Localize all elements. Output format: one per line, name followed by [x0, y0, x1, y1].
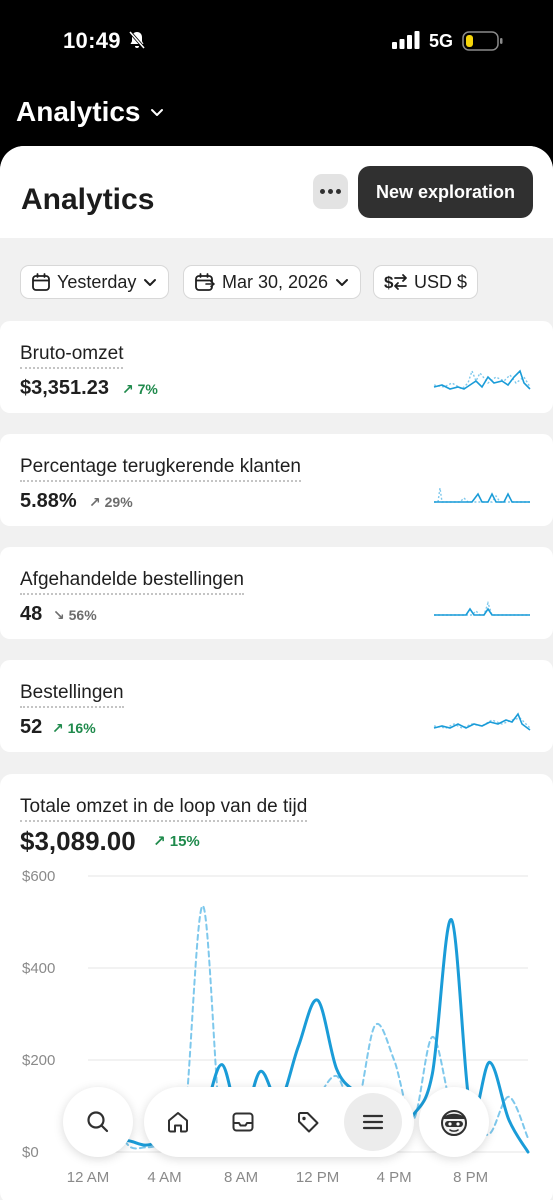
total-sales-line-chart: $0 $200 $400 $600 12 AM 4 AM 8 AM 12 PM 4 PM 8 PM	[22, 868, 530, 1186]
app-header-title: Analytics	[16, 96, 141, 127]
new-exploration-button[interactable]: New exploration	[358, 166, 533, 218]
arrow-up-right-icon: ↗	[153, 833, 170, 850]
app-header[interactable]: Analytics	[16, 94, 165, 130]
comparison-date-label: Mar 30, 2026	[222, 271, 329, 292]
metric-card-fulfilled-orders[interactable]: Afgehandelde bestellingen 48 ↘ 56%	[0, 547, 553, 639]
metric-change-value: 7%	[137, 381, 158, 397]
metric-card-returning-customers[interactable]: Percentage terugkerende klanten 5.88% ↗ …	[0, 434, 553, 526]
sidekick-avatar-icon	[441, 1110, 467, 1136]
x-tick-label: 8 PM	[453, 1169, 488, 1186]
metric-value: 52	[20, 716, 43, 738]
metric-change-value: 29%	[104, 494, 133, 510]
metric-title: Afgehandelde bestellingen	[20, 569, 244, 595]
metric-title: Bruto-omzet	[20, 343, 124, 369]
more-actions-button[interactable]	[313, 174, 348, 209]
bottom-tab-bar	[0, 1086, 553, 1158]
metric-card-gross-sales[interactable]: Bruto-omzet $3,351.23 ↗ 7%	[0, 321, 553, 413]
date-range-label: Yesterday	[57, 271, 137, 292]
metric-change: ↗ 29%	[89, 494, 133, 511]
y-tick-label: $400	[22, 960, 55, 977]
x-tick-label: 8 AM	[224, 1169, 258, 1186]
date-range-filter[interactable]: Yesterday	[20, 265, 170, 299]
dot-icon	[320, 189, 325, 194]
metric-value: 48	[20, 603, 43, 625]
arrow-up-right-icon: ↗	[52, 720, 68, 736]
page-title: Analytics	[21, 183, 155, 216]
metric-title: Bestellingen	[20, 682, 124, 708]
battery-icon	[462, 31, 503, 51]
svg-text:$: $	[384, 273, 394, 292]
metric-change: ↗ 16%	[52, 720, 96, 737]
menu-icon	[362, 1114, 384, 1130]
analytics-sheet: Analytics New exploration Yesterday Mar …	[0, 146, 553, 1200]
x-tick-label: 4 AM	[147, 1169, 181, 1186]
chevron-down-icon	[150, 109, 163, 116]
metric-change: ↘ 56%	[53, 607, 97, 624]
metric-title: Percentage terugkerende klanten	[20, 456, 301, 482]
tab-home[interactable]	[147, 1087, 209, 1157]
calendar-compare-icon	[195, 273, 215, 291]
sparkline-chart	[433, 712, 531, 731]
sparkline-chart	[433, 368, 531, 390]
chevron-down-icon	[336, 279, 349, 286]
dot-icon	[336, 189, 341, 194]
total-sales-title: Totale omzet in de loop van de tijd	[20, 796, 308, 822]
calendar-icon	[32, 273, 50, 291]
search-button[interactable]	[63, 1087, 133, 1157]
tab-products[interactable]	[277, 1087, 339, 1157]
currency-label: USD $	[414, 271, 468, 292]
chevron-down-icon	[144, 279, 157, 286]
y-tick-label: $200	[22, 1052, 55, 1069]
status-bar: 10:49 5G	[0, 0, 553, 80]
sheet-header: Analytics New exploration	[0, 146, 553, 238]
bell-muted-icon	[128, 30, 146, 50]
sidekick-button[interactable]	[419, 1087, 489, 1157]
home-icon	[168, 1112, 188, 1133]
y-tick-label: $600	[22, 868, 55, 885]
comparison-date-filter[interactable]: Mar 30, 2026	[183, 265, 362, 299]
metric-value: $3,351.23	[20, 377, 109, 399]
currency-filter[interactable]: $ USD $	[373, 265, 479, 299]
x-tick-label: 4 PM	[377, 1169, 412, 1186]
inbox-icon	[232, 1112, 254, 1132]
total-sales-value: $3,089.00	[20, 826, 136, 856]
status-time: 10:49	[63, 28, 121, 53]
metric-change-value: 16%	[67, 720, 96, 736]
sparkline-chart	[434, 600, 530, 616]
signal-icon	[392, 31, 420, 49]
sparkline-chart	[434, 487, 530, 503]
dot-icon	[328, 189, 333, 194]
total-sales-change: ↗ 15%	[153, 832, 200, 850]
y-tick-label: $0	[22, 1144, 39, 1161]
network-label: 5G	[429, 31, 454, 51]
metric-card-orders[interactable]: Bestellingen 52 ↗ 16%	[0, 660, 553, 752]
arrow-up-right-icon: ↗	[122, 381, 138, 397]
x-tick-label: 12 PM	[296, 1169, 339, 1186]
total-sales-change-value: 15%	[169, 833, 200, 850]
arrow-up-right-icon: ↗	[89, 494, 105, 510]
metric-change: ↗ 7%	[122, 381, 158, 398]
currency-exchange-icon: $	[384, 273, 407, 292]
metric-change-value: 56%	[68, 607, 97, 623]
metric-value: 5.88%	[20, 490, 77, 512]
tab-menu[interactable]	[342, 1087, 404, 1157]
tab-orders[interactable]	[212, 1087, 274, 1157]
arrow-down-right-icon: ↘	[53, 607, 69, 623]
tag-icon	[298, 1112, 319, 1133]
search-icon	[87, 1111, 109, 1133]
x-tick-label: 12 AM	[67, 1169, 110, 1186]
